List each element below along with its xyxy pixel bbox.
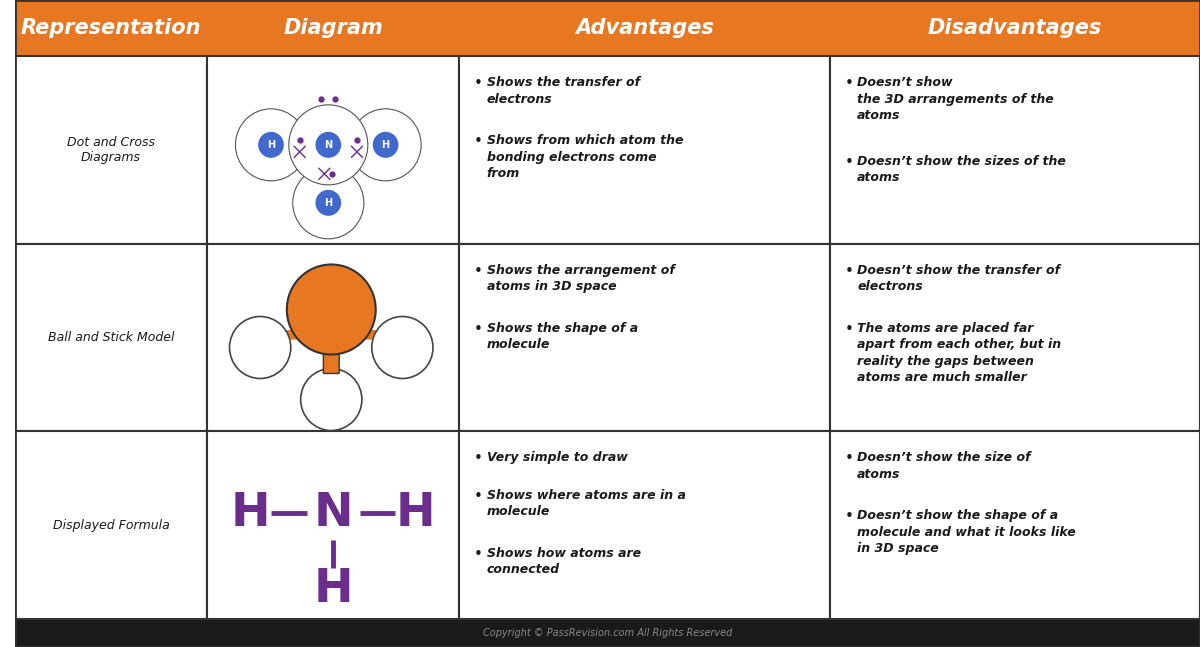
Circle shape [235, 109, 306, 181]
Text: •: • [474, 322, 482, 336]
Text: Dot and Cross
Diagrams: Dot and Cross Diagrams [67, 136, 155, 164]
Text: •: • [845, 509, 853, 524]
Text: H: H [396, 490, 436, 536]
Text: N: N [324, 140, 332, 150]
Circle shape [316, 132, 341, 158]
Text: Copyright © PassRevision.com All Rights Reserved: Copyright © PassRevision.com All Rights … [482, 628, 732, 638]
Text: Representation: Representation [20, 18, 202, 38]
Circle shape [293, 167, 364, 239]
Circle shape [229, 316, 290, 378]
Circle shape [372, 316, 433, 378]
Text: N: N [313, 490, 353, 536]
Text: Advantages: Advantages [575, 18, 714, 38]
Text: Shows from which atom the
bonding electrons come
from: Shows from which atom the bonding electr… [487, 134, 683, 180]
Circle shape [287, 265, 376, 355]
Bar [208, 432, 460, 619]
Text: The atoms are placed far
apart from each other, but in
reality the gaps between
: The atoms are placed far apart from each… [857, 322, 1061, 384]
Text: Shows the shape of a
molecule: Shows the shape of a molecule [487, 322, 638, 351]
Bar [829, 56, 1200, 244]
Bar [14, 244, 208, 432]
Text: H: H [382, 140, 390, 150]
Bar [829, 432, 1200, 619]
Text: •: • [845, 322, 853, 336]
Text: Doesn’t show the shape of a
molecule and what it looks like
in 3D space: Doesn’t show the shape of a molecule and… [857, 509, 1076, 555]
Text: Very simple to draw: Very simple to draw [487, 452, 628, 465]
Bar [208, 56, 460, 244]
Text: •: • [474, 134, 482, 149]
Text: Doesn’t show
the 3D arrangements of the
atoms: Doesn’t show the 3D arrangements of the … [857, 76, 1054, 122]
Text: Disadvantages: Disadvantages [928, 18, 1102, 38]
Bar [460, 56, 829, 244]
Text: H: H [324, 198, 332, 208]
Bar [14, 432, 208, 619]
Text: •: • [845, 76, 853, 91]
Text: •: • [474, 547, 482, 562]
Polygon shape [544, 223, 593, 443]
Bar [14, 619, 1200, 647]
Text: H: H [313, 567, 353, 611]
Text: •: • [474, 264, 482, 279]
Text: H: H [266, 140, 275, 150]
FancyBboxPatch shape [323, 349, 340, 373]
Circle shape [350, 109, 421, 181]
Circle shape [258, 132, 284, 158]
Text: •: • [845, 155, 853, 170]
Text: Displayed Formula: Displayed Formula [53, 519, 169, 532]
Circle shape [301, 369, 362, 430]
Text: Doesn’t show the transfer of
electrons: Doesn’t show the transfer of electrons [857, 264, 1061, 293]
Text: •: • [474, 76, 482, 91]
Text: Doesn’t show the sizes of the
atoms: Doesn’t show the sizes of the atoms [857, 155, 1066, 184]
Text: Shows how atoms are
connected: Shows how atoms are connected [487, 547, 641, 576]
Text: •: • [845, 264, 853, 279]
Bar [460, 432, 829, 619]
Text: •: • [474, 452, 482, 466]
Text: •: • [474, 489, 482, 504]
Text: Shows the transfer of
electrons: Shows the transfer of electrons [487, 76, 640, 105]
Bar [829, 244, 1200, 432]
Text: Diagram: Diagram [283, 18, 383, 38]
Bar [14, 56, 208, 244]
Text: Shows the arrangement of
atoms in 3D space: Shows the arrangement of atoms in 3D spa… [487, 264, 674, 293]
Text: Shows where atoms are in a
molecule: Shows where atoms are in a molecule [487, 489, 685, 518]
Circle shape [316, 190, 341, 216]
Bar [14, 0, 1200, 56]
Circle shape [289, 105, 368, 185]
Text: Doesn’t show the size of
atoms: Doesn’t show the size of atoms [857, 452, 1031, 481]
Text: Ball and Stick Model: Ball and Stick Model [48, 331, 174, 344]
Text: •: • [845, 452, 853, 466]
Circle shape [373, 132, 398, 158]
Bar [460, 244, 829, 432]
Bar [208, 244, 460, 432]
Text: H: H [230, 490, 270, 536]
